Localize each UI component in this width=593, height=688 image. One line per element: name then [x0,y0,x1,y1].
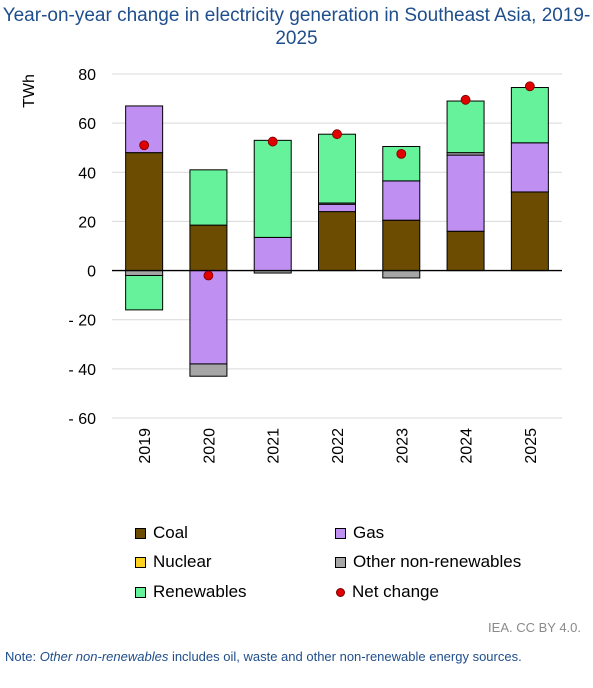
bar-gas-2025 [510,142,549,193]
net-change-point-2020 [203,270,214,281]
footnote-prefix: Note: [5,649,40,664]
y-tick-label: 60 [78,116,96,133]
legend-label-nuclear: Nuclear [153,552,212,571]
bar-stacks [125,87,549,377]
x-tick-label: 2019 [137,428,154,464]
net-change-point-2022 [332,129,342,140]
net-change-point-2023 [396,148,407,159]
legend-item-nuclear: Nuclear [135,552,212,572]
y-tick-label: 80 [78,67,96,84]
x-tick-label: 2024 [459,428,476,464]
bar-other-non-renewables-2020 [189,363,228,377]
footnote: Note: Other non-renewables includes oil,… [5,648,585,665]
bar-coal-2019 [125,152,164,272]
x-tick-label: 2020 [201,428,218,464]
legend-label-other-non-renewables: Other non-renewables [353,552,522,571]
net-change-point-2024 [460,94,471,105]
legend-swatch-nuclear [135,556,146,568]
legend-swatch-gas [335,527,346,539]
bar-renewables-2025 [510,87,549,144]
bar-renewables-2021 [253,139,292,238]
legend-item-other-non-renewables: Other non-renewables [335,552,521,572]
y-tick-label: 20 [78,214,96,231]
legend-label-net-change: Net change [352,582,439,601]
x-tick-label: 2022 [330,428,347,464]
net-change-markers [139,81,535,281]
y-tick-label: 0 [87,264,96,281]
bar-gas-2021 [253,236,292,272]
y-tick-label: 40 [78,165,96,182]
legend-label-renewables: Renewables [153,582,247,601]
net-change-point-2019 [139,140,150,151]
x-axis-tick-labels: 2019 2020 2021 2022 2023 2024 2025 [137,428,540,464]
bar-coal-2024 [446,230,485,272]
legend-item-net-change: Net change [335,582,439,602]
bar-coal-2025 [510,191,549,272]
bar-renewables-2020 [189,169,228,226]
bar-other-non-renewables-2019 [125,270,164,276]
bar-gas-2022 [318,203,356,213]
gridlines [112,73,562,419]
net-change-point-2025 [524,81,535,92]
bar-gas-2023 [382,180,421,221]
bar-gas-2020 [189,270,228,365]
net-change-point-2021 [267,136,278,147]
bar-renewables-2024 [446,100,485,154]
footnote-emphasis: Other non-renewables [39,649,169,664]
x-tick-label: 2023 [394,428,411,464]
bar-gas-2024 [446,154,485,232]
bar-other-non-renewables-2023 [382,270,421,279]
legend-swatch-other-non-renewables [335,556,346,568]
y-tick-label: - 20 [68,313,96,330]
legend-item-gas: Gas [335,523,384,543]
chart-title: Year-on-year change in electricity gener… [2,5,591,49]
bar-coal-2022 [318,211,356,272]
y-tick-label: - 60 [68,411,96,428]
bar-renewables-2022 [318,133,356,204]
legend-item-coal: Coal [135,523,188,543]
y-axis-label: TWh [21,74,38,108]
legend-item-renewables: Renewables [135,582,247,602]
source-credit: IEA. CC BY 4.0. [488,620,581,635]
legend-label-coal: Coal [153,523,188,542]
x-tick-label: 2021 [266,428,283,464]
legend-label-gas: Gas [353,523,385,542]
y-tick-label: - 40 [68,362,96,379]
legend-swatch-renewables [135,586,146,598]
footnote-text: includes oil, waste and other non-renewa… [168,649,522,664]
bar-coal-2020 [189,224,228,272]
bar-renewables-2019 [125,274,164,311]
x-tick-label: 2025 [523,428,540,464]
legend-swatch-coal [135,527,146,539]
legend-marker-net-change [336,587,345,597]
y-axis-tick-labels: 80 60 40 20 0 - 20 - 40 - 60 [68,67,96,428]
bar-coal-2023 [382,219,421,272]
